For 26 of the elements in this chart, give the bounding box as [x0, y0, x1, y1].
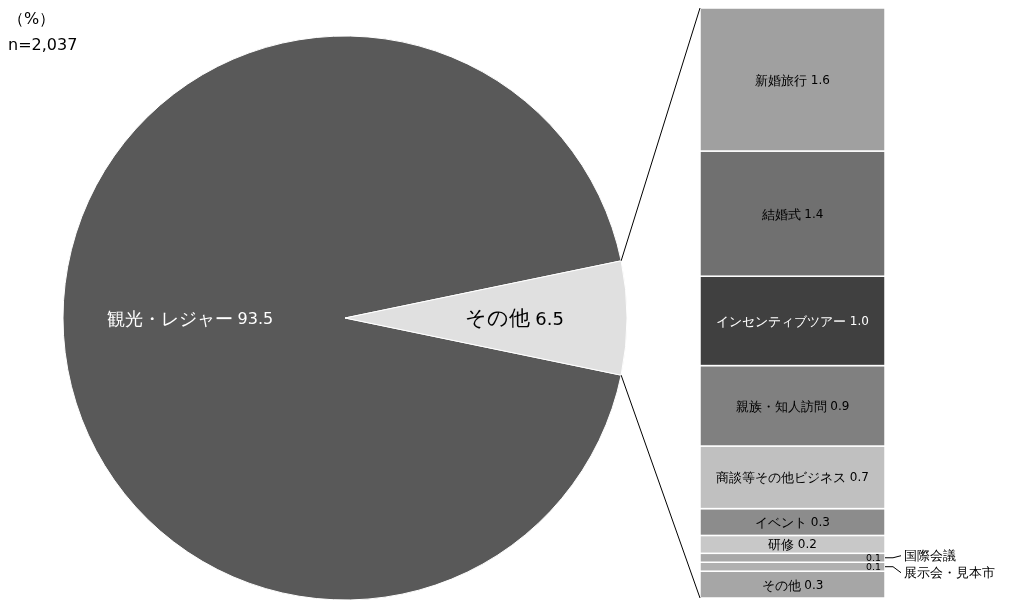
series-label: 商談等その他ビジネス — [716, 469, 847, 485]
series-label: 親族・知人訪問 — [735, 398, 827, 414]
data-label: 6.5 — [529, 307, 564, 329]
series-label: その他 — [761, 577, 801, 593]
data-label: 1.4 — [800, 206, 824, 221]
data-label: 0.3 — [807, 515, 830, 530]
data-label: 0.1 — [866, 552, 882, 564]
slice-label: 観光・レジャー — [106, 307, 233, 329]
text: （%） — [8, 8, 56, 28]
data-label: 0.3 — [800, 577, 824, 592]
series-label: イベント — [755, 514, 808, 530]
data-label: 93.5 — [232, 308, 274, 328]
series-label: 新婚旅行 — [755, 72, 808, 88]
series-label: 国際会議 — [904, 548, 956, 564]
series-label: 研修 — [768, 536, 795, 552]
data-label: 0.9 — [826, 398, 850, 413]
data-label: 1.0 — [846, 313, 869, 328]
series-label: 展示会・見本市 — [904, 565, 995, 581]
data-label: 1.6 — [807, 72, 830, 87]
series-label: 結婚式 — [760, 206, 801, 222]
series-label: インセンティブツアー — [716, 313, 847, 329]
data-label: 0.2 — [794, 537, 817, 552]
text: n=2,037 — [8, 34, 78, 54]
data-label: 0.1 — [866, 561, 882, 573]
slice-label: その他 — [464, 306, 530, 330]
data-label: 0.7 — [846, 470, 869, 485]
